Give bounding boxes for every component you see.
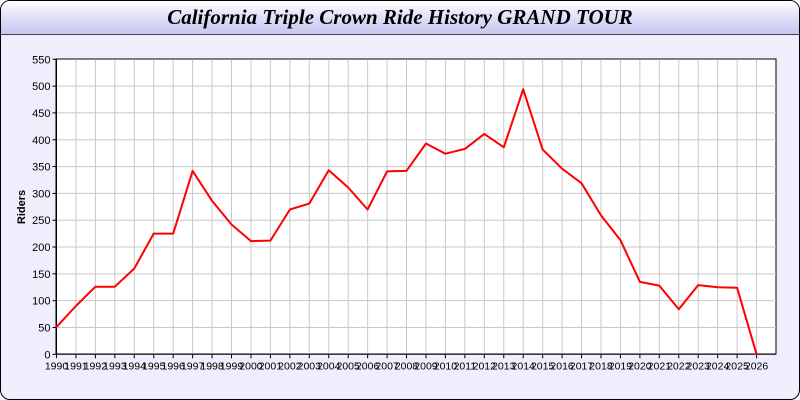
y-tick-label: 300 — [32, 188, 50, 200]
y-tick-label: 200 — [32, 242, 50, 254]
data-point — [658, 284, 661, 287]
data-point — [677, 308, 680, 311]
data-point — [600, 214, 602, 217]
x-tick-label: 2020 — [628, 360, 652, 372]
data-point — [75, 305, 77, 307]
data-point — [619, 239, 622, 241]
x-tick-label: 1996 — [161, 360, 185, 372]
x-tick-label: 2012 — [473, 360, 497, 372]
y-tick-label: 550 — [32, 54, 50, 66]
data-point — [444, 152, 447, 155]
y-axis-label: Riders — [16, 190, 28, 224]
x-tick-label: 2018 — [589, 360, 613, 372]
series-lines — [55, 88, 758, 356]
y-tick-label: 100 — [32, 296, 50, 308]
x-tick-label: 2026 — [745, 360, 769, 372]
y-tick-label: 500 — [32, 81, 50, 93]
x-tick-label: 2023 — [687, 360, 711, 372]
data-point — [347, 186, 349, 189]
x-tick-label: 2007 — [375, 360, 399, 372]
y-tick-label: 50 — [38, 322, 50, 334]
grid — [56, 59, 776, 355]
x-tick-label: 1999 — [220, 360, 244, 372]
x-tick-label: 2014 — [512, 360, 536, 372]
x-tick-label: 2009 — [414, 360, 438, 372]
data-point — [55, 326, 58, 328]
x-tick-label: 2005 — [337, 360, 361, 372]
x-axis: 1990199119921993199419951996199719981999… — [45, 353, 776, 372]
x-tick-label: 2000 — [239, 360, 263, 372]
data-point — [308, 202, 311, 205]
title-bar: California Triple Crown Ride History GRA… — [1, 1, 799, 35]
plot-area — [55, 58, 777, 355]
x-tick-label: 2025 — [725, 360, 749, 372]
x-tick-label: 2003 — [298, 360, 322, 372]
data-point — [716, 286, 719, 289]
x-tick-label: 2008 — [395, 360, 419, 372]
data-point — [386, 170, 388, 173]
data-point — [250, 240, 252, 242]
data-point — [736, 286, 738, 289]
x-tick-label: 2010 — [434, 360, 458, 372]
data-point — [152, 232, 155, 235]
data-point — [114, 285, 116, 288]
data-point — [289, 208, 291, 211]
x-tick-label: 1994 — [123, 360, 147, 372]
data-point — [366, 208, 369, 211]
data-point — [580, 182, 583, 184]
x-tick-label: 1998 — [200, 360, 224, 372]
data-point — [522, 88, 525, 91]
data-point — [172, 232, 174, 235]
data-point — [541, 148, 544, 151]
data-point — [230, 223, 233, 226]
y-tick-label: 400 — [32, 135, 50, 147]
data-point — [755, 353, 758, 356]
data-point — [133, 267, 136, 270]
x-tick-label: 2024 — [706, 360, 730, 372]
data-point — [561, 167, 563, 170]
x-tick-label: 2019 — [609, 360, 633, 372]
x-tick-label: 2022 — [667, 360, 691, 372]
data-point — [425, 142, 427, 145]
data-point — [405, 170, 408, 172]
x-tick-label: 1997 — [181, 360, 205, 372]
y-tick-label: 150 — [32, 269, 50, 281]
x-tick-label: 1993 — [103, 360, 127, 372]
y-tick-label: 450 — [32, 108, 50, 120]
data-point — [483, 133, 486, 135]
y-tick-label: 0 — [44, 349, 50, 361]
data-point — [464, 148, 466, 150]
y-tick-label: 350 — [32, 162, 50, 174]
data-point — [94, 285, 97, 288]
data-point — [327, 169, 330, 172]
x-tick-label: 2013 — [492, 360, 516, 372]
x-tick-label: 2002 — [278, 360, 302, 372]
x-tick-label: 2011 — [454, 360, 477, 372]
x-tick-label: 2016 — [550, 360, 574, 372]
data-point — [191, 170, 194, 172]
x-tick-label: 2017 — [570, 360, 594, 372]
y-axis: 0 50 100 150 200 250 300 350 400 450 500 550 — [32, 54, 57, 361]
x-tick-label: 1991 — [64, 360, 88, 372]
data-point — [639, 281, 641, 283]
data-point — [697, 284, 700, 286]
data-point — [211, 200, 213, 202]
x-tick-label: 2015 — [531, 360, 555, 372]
x-tick-label: 1995 — [142, 360, 166, 372]
x-tick-label: 2021 — [648, 360, 672, 372]
x-tick-label: 1992 — [84, 360, 108, 372]
data-point — [269, 239, 272, 242]
x-tick-label: 2006 — [356, 360, 380, 372]
x-tick-label: 2001 — [259, 360, 283, 372]
y-tick-label: 250 — [32, 215, 50, 227]
x-tick-label: 2004 — [317, 360, 341, 372]
x-tick-label: 1990 — [45, 360, 69, 372]
data-point — [502, 146, 505, 149]
chart-title: California Triple Crown Ride History GRA… — [167, 5, 633, 29]
